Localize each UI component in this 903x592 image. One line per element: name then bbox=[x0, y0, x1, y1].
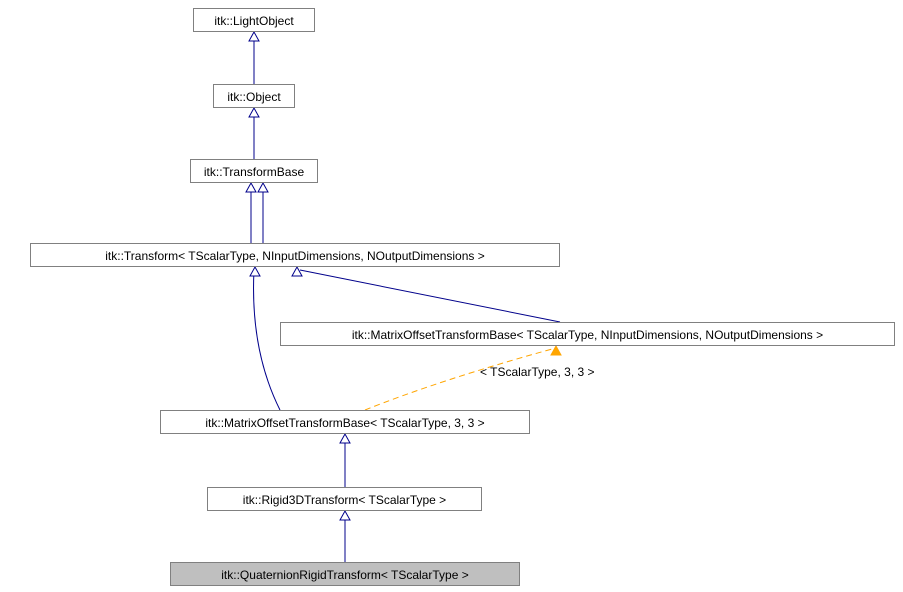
inheritance-arrowhead bbox=[250, 267, 260, 276]
class-node-n0[interactable]: itk::LightObject bbox=[193, 8, 315, 32]
inheritance-edge bbox=[254, 270, 280, 410]
class-node-n4[interactable]: itk::MatrixOffsetTransformBase< TScalarT… bbox=[280, 322, 895, 346]
edge-label: < TScalarType, 3, 3 > bbox=[480, 365, 595, 379]
class-node-label: itk::Rigid3DTransform< TScalarType > bbox=[243, 493, 446, 507]
inheritance-arrowhead bbox=[551, 346, 561, 355]
class-node-label: itk::QuaternionRigidTransform< TScalarTy… bbox=[221, 568, 468, 582]
class-node-label: itk::Object bbox=[227, 90, 280, 104]
inheritance-edge bbox=[300, 270, 560, 322]
inheritance-arrowhead bbox=[292, 267, 302, 276]
inheritance-arrowhead bbox=[249, 32, 259, 41]
class-node-label: itk::TransformBase bbox=[204, 165, 304, 179]
class-node-n7[interactable]: itk::QuaternionRigidTransform< TScalarTy… bbox=[170, 562, 520, 586]
class-node-label: itk::Transform< TScalarType, NInputDimen… bbox=[105, 249, 484, 263]
class-node-label: itk::MatrixOffsetTransformBase< TScalarT… bbox=[352, 328, 823, 342]
class-node-label: itk::MatrixOffsetTransformBase< TScalarT… bbox=[205, 416, 484, 430]
inheritance-arrowhead bbox=[340, 511, 350, 520]
inheritance-arrowhead bbox=[258, 183, 268, 192]
inheritance-edge bbox=[365, 349, 552, 410]
inheritance-arrowhead bbox=[340, 434, 350, 443]
class-node-n2[interactable]: itk::TransformBase bbox=[190, 159, 318, 183]
class-node-label: itk::LightObject bbox=[214, 14, 293, 28]
class-node-n1[interactable]: itk::Object bbox=[213, 84, 295, 108]
class-node-n6[interactable]: itk::Rigid3DTransform< TScalarType > bbox=[207, 487, 482, 511]
inheritance-arrowhead bbox=[246, 183, 256, 192]
class-node-n3[interactable]: itk::Transform< TScalarType, NInputDimen… bbox=[30, 243, 560, 267]
inheritance-arrowhead bbox=[249, 108, 259, 117]
class-node-n5[interactable]: itk::MatrixOffsetTransformBase< TScalarT… bbox=[160, 410, 530, 434]
